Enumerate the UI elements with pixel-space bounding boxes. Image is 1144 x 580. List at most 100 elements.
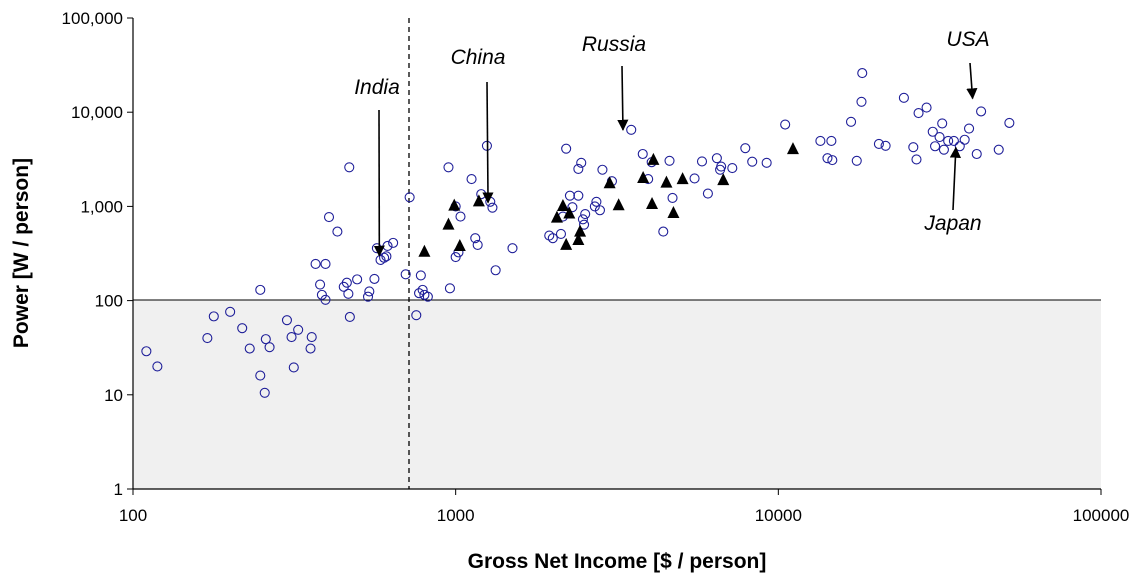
- circle-point: [934, 131, 945, 143]
- circle-point: [305, 343, 316, 354]
- circle-point: [711, 153, 722, 164]
- circle-point: [332, 226, 343, 237]
- circle-point: [470, 233, 481, 244]
- triangle-point: [603, 176, 616, 189]
- annotation-label-china: China: [451, 46, 506, 69]
- shaded-region: [133, 300, 1101, 489]
- circle-point: [826, 135, 837, 147]
- circle-point: [444, 283, 455, 294]
- circle-point: [822, 153, 833, 164]
- circle-point: [927, 126, 938, 137]
- triangle-point: [560, 237, 573, 250]
- circle-point: [976, 106, 987, 117]
- circle-point: [244, 343, 255, 354]
- circle-point: [141, 346, 152, 357]
- circle-point: [286, 332, 297, 343]
- circle-point: [696, 156, 708, 167]
- circle-point: [315, 279, 326, 290]
- triangle-point: [786, 142, 799, 155]
- annotations: India China Russia USA Japan: [354, 28, 990, 257]
- triangle-point: [448, 198, 461, 211]
- circle-point: [959, 134, 970, 145]
- circle-point: [580, 208, 591, 220]
- circle-point: [237, 323, 248, 334]
- y-tick-label: 1,000: [80, 197, 123, 216]
- circle-point: [225, 306, 236, 317]
- y-tick-label: 100: [95, 292, 123, 311]
- circle-point: [637, 148, 648, 160]
- triangle-point: [563, 206, 576, 219]
- triangle-point: [647, 152, 660, 165]
- circle-point: [255, 370, 266, 381]
- circle-point: [873, 138, 884, 150]
- x-axis-title: Gross Net Income [$ / person]: [468, 550, 767, 573]
- circle-point: [594, 205, 605, 216]
- circle-point: [344, 162, 355, 173]
- triangle-point: [660, 175, 673, 188]
- circle-point: [281, 315, 293, 326]
- circle-point: [856, 96, 867, 107]
- triangle-point: [572, 232, 585, 245]
- triangle-point: [556, 198, 569, 211]
- circle-point: [930, 141, 941, 152]
- y-axis-title: Power [W / person]: [10, 158, 33, 348]
- circle-point: [573, 163, 584, 174]
- circle-point: [343, 288, 354, 299]
- circle-point: [320, 294, 331, 305]
- circle-point: [487, 202, 498, 213]
- axis-ticks: 100 1000 10000 100000 1 10 100 1,000 10,000 100,0…: [62, 9, 1130, 525]
- circle-point: [664, 155, 675, 166]
- circle-point: [827, 155, 838, 166]
- circle-point: [369, 273, 380, 284]
- circle-point: [364, 286, 375, 297]
- circle-point: [689, 173, 700, 184]
- circle-point: [404, 192, 415, 203]
- annotation-label-usa: USA: [946, 28, 989, 51]
- circle-point: [264, 342, 275, 353]
- circle-point: [152, 361, 163, 372]
- circle-point: [507, 243, 518, 254]
- circle-point: [485, 196, 496, 207]
- circle-point: [626, 124, 637, 135]
- circle-point: [938, 144, 949, 155]
- circle-point: [490, 265, 501, 276]
- triangle-point: [667, 206, 680, 219]
- triangle-point: [637, 171, 650, 184]
- circle-point: [208, 311, 219, 322]
- circle-point: [202, 333, 213, 344]
- circle-point: [908, 142, 919, 153]
- annotation-arrow-russia: [617, 65, 629, 131]
- circle-point: [555, 228, 567, 239]
- annotation-arrow-japan: [949, 146, 962, 211]
- annotation-arrow-china: [482, 81, 494, 204]
- triangle-point: [676, 172, 689, 185]
- x-tick-label: 100000: [1073, 506, 1130, 525]
- triangle-point: [612, 198, 625, 211]
- triangle-point: [646, 197, 659, 210]
- circle-point: [943, 135, 954, 147]
- circle-point: [544, 230, 555, 241]
- circle-point: [845, 116, 857, 127]
- circle-point: [993, 144, 1004, 155]
- circle-point: [259, 387, 270, 398]
- y-tick-label: 10: [104, 386, 123, 405]
- circle-point: [561, 143, 572, 154]
- circle-point: [310, 258, 321, 269]
- circle-point: [898, 92, 909, 103]
- circle-point: [727, 163, 738, 174]
- circle-point: [880, 140, 891, 151]
- circle-point: [415, 270, 426, 281]
- circle-point: [597, 164, 608, 175]
- triangle-point: [717, 173, 730, 186]
- circle-point: [320, 258, 331, 269]
- x-tick-label: 100: [119, 506, 147, 525]
- circle-point: [591, 196, 602, 207]
- circle-point: [577, 214, 588, 225]
- circle-point: [344, 311, 355, 323]
- circle-point: [341, 277, 352, 288]
- circle-point: [911, 154, 922, 165]
- x-tick-label: 10000: [755, 506, 802, 525]
- triangle-point: [453, 238, 466, 251]
- data-points: [141, 68, 1015, 398]
